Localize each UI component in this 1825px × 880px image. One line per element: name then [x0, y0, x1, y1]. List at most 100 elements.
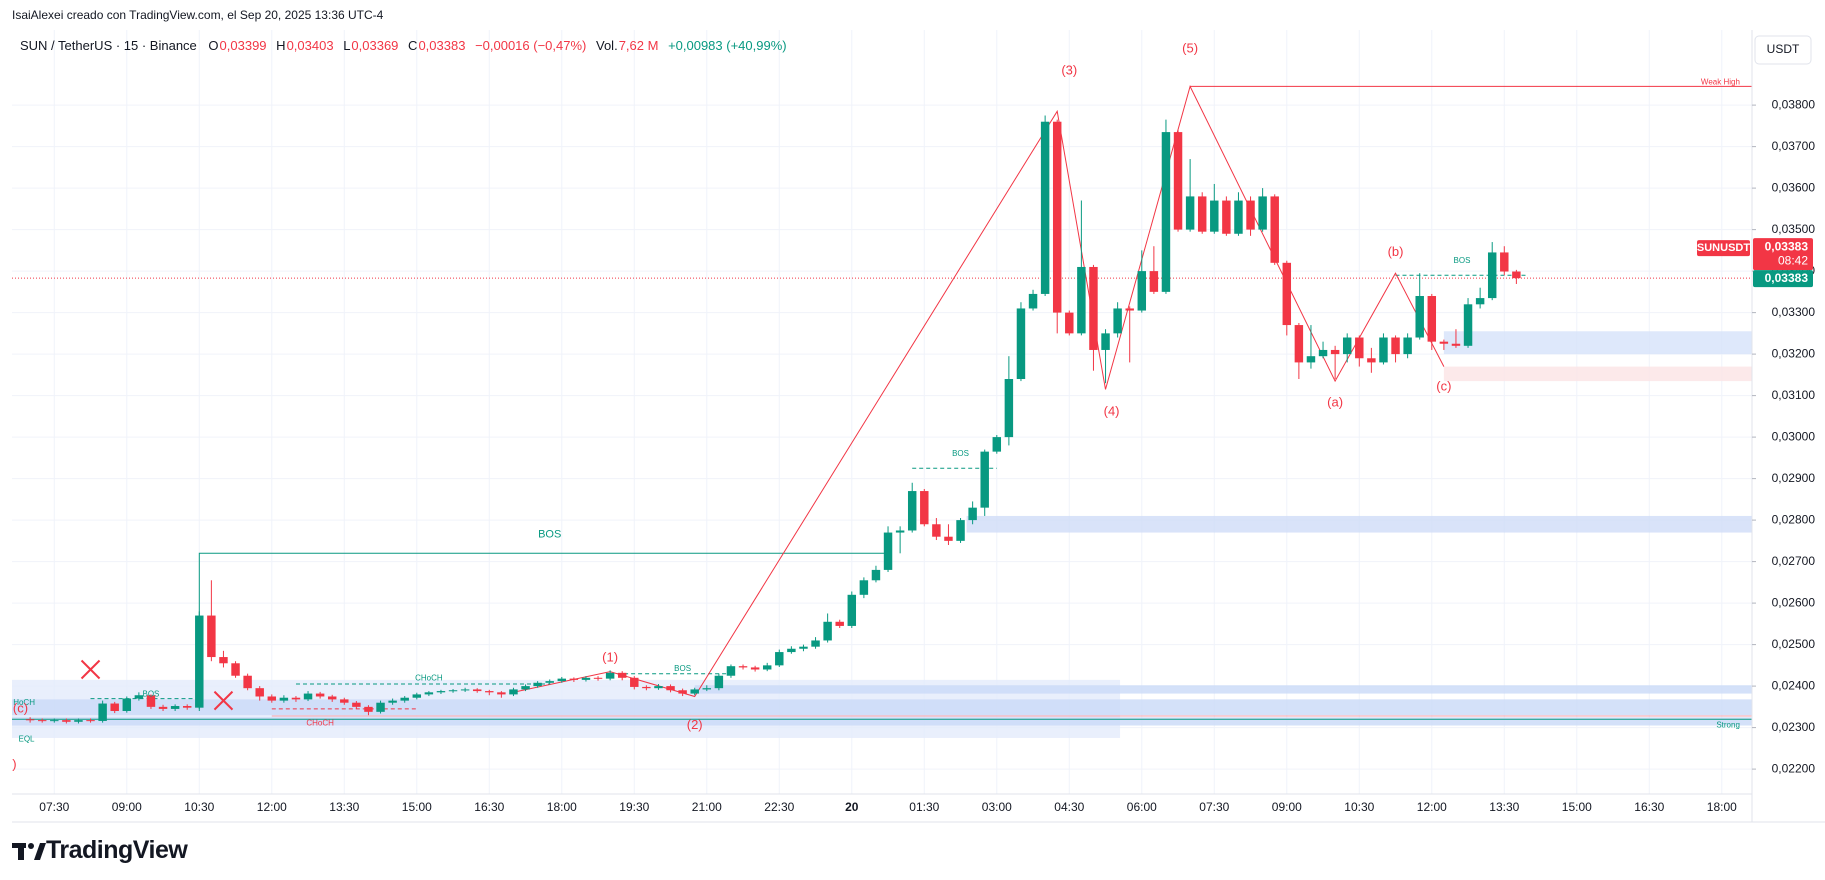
candle-body — [666, 686, 675, 691]
candle-body — [303, 693, 313, 700]
candle-body — [485, 691, 494, 693]
symbol-tag — [1697, 240, 1750, 257]
symbol-tag-label: SUNUSDT — [1697, 242, 1750, 254]
candle-body — [968, 507, 977, 521]
candle-body — [1173, 132, 1183, 230]
candle-body — [1318, 349, 1328, 357]
candle-body — [1052, 121, 1062, 313]
legend-value: 0,03383 — [418, 38, 466, 53]
candle-body — [1161, 132, 1171, 292]
annotation: Weak High — [1701, 77, 1740, 86]
candle-body — [835, 621, 844, 626]
y-tick-label: 0,03100 — [1772, 388, 1816, 402]
candle-body — [630, 677, 639, 687]
candle-body — [279, 697, 289, 701]
candle-body — [859, 580, 869, 595]
candle-body — [642, 686, 651, 689]
candle-body — [255, 688, 264, 697]
candle-body — [50, 720, 59, 722]
candle-body — [1330, 349, 1340, 355]
y-tick-label: 0,02300 — [1772, 720, 1816, 734]
y-tick-label: 0,02200 — [1772, 761, 1816, 775]
candle-body — [170, 706, 180, 709]
candle-body — [74, 720, 83, 722]
candle-body — [545, 681, 554, 683]
candle-body — [1367, 358, 1376, 363]
candle-body — [1475, 298, 1485, 305]
candle-body — [883, 532, 893, 570]
candle-body — [460, 689, 470, 691]
candle-body — [1270, 196, 1279, 263]
candle-body — [557, 678, 567, 682]
candle-body — [388, 700, 397, 703]
zone — [694, 685, 1752, 694]
y-tick-label: 0,02700 — [1772, 554, 1816, 568]
candle-body — [472, 689, 482, 692]
y-tick-label: 0,02500 — [1772, 637, 1816, 651]
attribution: IsaiAlexei creado con TradingView.com, e… — [12, 8, 384, 22]
x-tick-label: 10:30 — [1344, 800, 1374, 814]
candle-body — [799, 646, 808, 649]
candle-body — [702, 688, 712, 690]
legend-key: O — [208, 38, 219, 53]
y-tick-label: 0,03000 — [1772, 429, 1816, 443]
annotation: (4) — [1104, 404, 1120, 419]
candle-body — [327, 696, 337, 700]
annotation: CHoCH — [415, 674, 443, 683]
logo-stem — [18, 843, 24, 860]
candle-body — [1149, 271, 1159, 292]
currency[interactable]: USDT — [1767, 42, 1800, 56]
candle-body — [146, 695, 156, 707]
candle-body — [690, 689, 699, 694]
annotation: BOS — [674, 664, 691, 673]
candle-body — [1451, 343, 1461, 346]
candle-body — [932, 524, 941, 537]
candle-body — [775, 652, 784, 666]
candle-body — [1004, 379, 1014, 438]
candle-body — [956, 520, 965, 541]
candle-body — [1040, 121, 1050, 294]
x-tick-label: 10:30 — [184, 800, 214, 814]
y-tick-label: 0,02800 — [1772, 512, 1816, 526]
candle-body — [86, 720, 95, 722]
x-tick-label: 04:30 — [1054, 800, 1084, 814]
x-tick-label: 21:00 — [692, 800, 722, 814]
candle-body — [1137, 271, 1147, 311]
currency-button[interactable] — [1754, 35, 1812, 65]
candle-body — [1028, 293, 1038, 309]
candle-body — [1016, 308, 1026, 380]
volume-key: Vol. — [596, 38, 618, 53]
x-tick-label: 20 — [845, 800, 859, 814]
candle-body — [569, 678, 579, 680]
candle-body — [847, 594, 857, 626]
annotation: (2) — [687, 717, 703, 732]
annotation: BOS — [1454, 256, 1471, 265]
candle-body — [980, 451, 989, 508]
candle-body — [158, 706, 168, 709]
x-tick-label: 13:30 — [329, 800, 359, 814]
candle-body — [1222, 200, 1231, 234]
candle-body — [762, 665, 772, 670]
candle-body — [98, 703, 107, 721]
candle-body — [376, 702, 385, 712]
zone — [1443, 366, 1752, 382]
period-change: +0,00983 (+40,99%) — [668, 38, 787, 53]
candle-body — [1463, 304, 1473, 346]
candle-body — [593, 677, 603, 679]
candle-body — [787, 648, 796, 653]
y-tick-label: 0,03700 — [1772, 139, 1816, 153]
candle-body — [134, 695, 144, 699]
plot-area: BOS BOS CHoCH BOS BOS BOS CHoCH HoCH EQL Weak Hig… — [12, 41, 1752, 771]
x-tick-label: 09:00 — [1272, 800, 1302, 814]
candle-body — [1342, 337, 1352, 355]
x-tick-label: 15:00 — [1562, 800, 1592, 814]
grid — [12, 30, 1752, 794]
candle-body — [400, 697, 409, 701]
candle-body — [1258, 196, 1267, 230]
zone — [1443, 331, 1752, 355]
y-tick-label: 0,03800 — [1772, 97, 1816, 111]
x-tick-label: 18:00 — [547, 800, 577, 814]
